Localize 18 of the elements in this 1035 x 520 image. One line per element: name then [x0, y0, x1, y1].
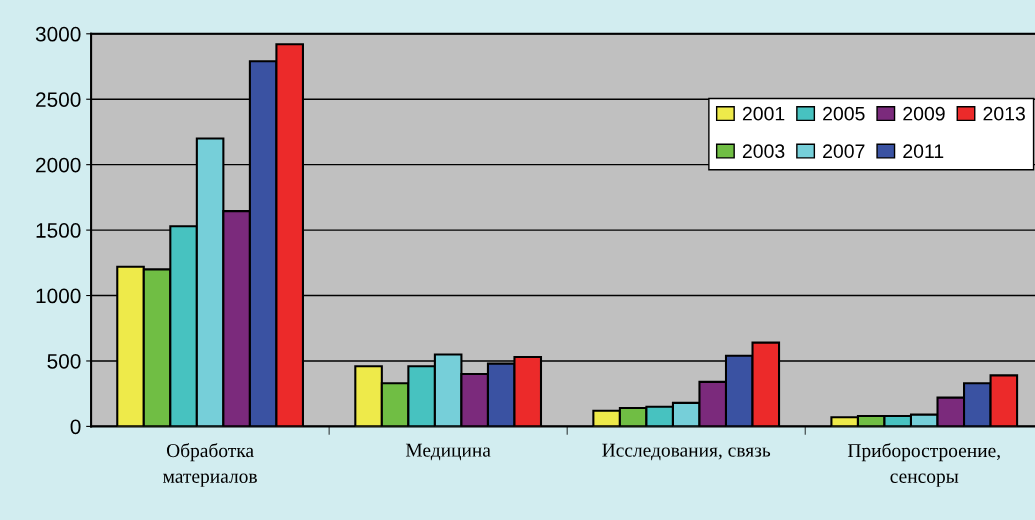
legend-label: 2005 — [823, 106, 865, 121]
x-tick-label: Обработка материалов — [163, 443, 257, 487]
y-tick-label: 500 — [47, 353, 81, 369]
legend-label: 2003 — [742, 144, 785, 159]
y-tick-label: 0 — [70, 419, 81, 435]
x-tick-label: Приборостроение, сенсоры — [847, 443, 1000, 487]
y-tick-label: 1500 — [36, 223, 81, 238]
y-tick-label: 2000 — [36, 157, 81, 173]
legend-label: 2011 — [903, 144, 944, 159]
y-tick-label: 3000 — [35, 26, 81, 42]
legend-label: 2001 — [742, 106, 785, 121]
x-tick-label: Медицина — [405, 443, 491, 461]
y-tick-label: 2500 — [36, 92, 81, 107]
legend-label: 2009 — [903, 106, 945, 121]
x-tick-label: Исследования, связь — [602, 443, 771, 461]
legend-label: 2007 — [823, 144, 865, 159]
y-tick-label: 1000 — [36, 288, 81, 304]
legend-label: 2013 — [983, 106, 1025, 121]
